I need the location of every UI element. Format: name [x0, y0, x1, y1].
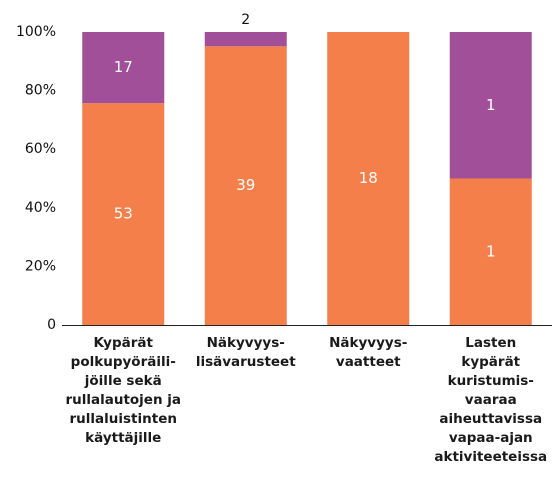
data-label: 39 — [236, 176, 255, 194]
bar-segment — [204, 32, 287, 47]
x-tick-label: aktiviteeteissa — [434, 449, 547, 465]
bar-segment — [327, 32, 410, 325]
x-tick-label: vapaa-ajan — [449, 430, 533, 446]
x-tick-label: aiheuttavissa — [439, 411, 542, 427]
bar-segment — [82, 103, 165, 326]
bar-segment — [449, 178, 532, 325]
x-tick-label: rullaluistinten — [70, 411, 177, 427]
x-tick-label: käyttäjille — [85, 430, 161, 446]
x-tick-label: lisävarusteet — [196, 354, 296, 370]
x-tick-label: kuristumis- — [448, 373, 534, 389]
y-tick-label: 100% — [16, 24, 56, 40]
x-tick-label: Lasten — [465, 335, 516, 351]
x-tick-label: kypärät — [461, 354, 520, 370]
y-tick-label: 20% — [25, 258, 56, 274]
x-tick-label: jöille sekä — [84, 373, 162, 389]
x-tick-label: vaaraa — [465, 392, 517, 408]
x-tick-label: rullalautojen ja — [65, 392, 181, 408]
data-label: 53 — [114, 205, 133, 223]
bar-segment — [449, 32, 532, 179]
data-label: 17 — [114, 58, 133, 76]
y-tick-label: 80% — [25, 83, 56, 99]
x-tick-label: Kypärät — [94, 335, 154, 351]
bar-segment — [204, 46, 287, 325]
x-tick-label: vaatteet — [336, 354, 401, 370]
data-label: 18 — [359, 169, 378, 187]
x-tick-label: Näkyvyys- — [207, 335, 285, 351]
data-label: 1 — [486, 96, 496, 114]
y-tick-label: 40% — [25, 200, 56, 216]
x-tick-label: Näkyvyys- — [329, 335, 407, 351]
x-tick-label: polkupyöräili- — [71, 354, 176, 370]
data-label: 1 — [486, 242, 496, 260]
bar-segment — [82, 32, 165, 104]
y-tick-label: 60% — [25, 141, 56, 157]
data-label: 2 — [241, 12, 250, 28]
y-tick-label: 0 — [47, 317, 56, 333]
